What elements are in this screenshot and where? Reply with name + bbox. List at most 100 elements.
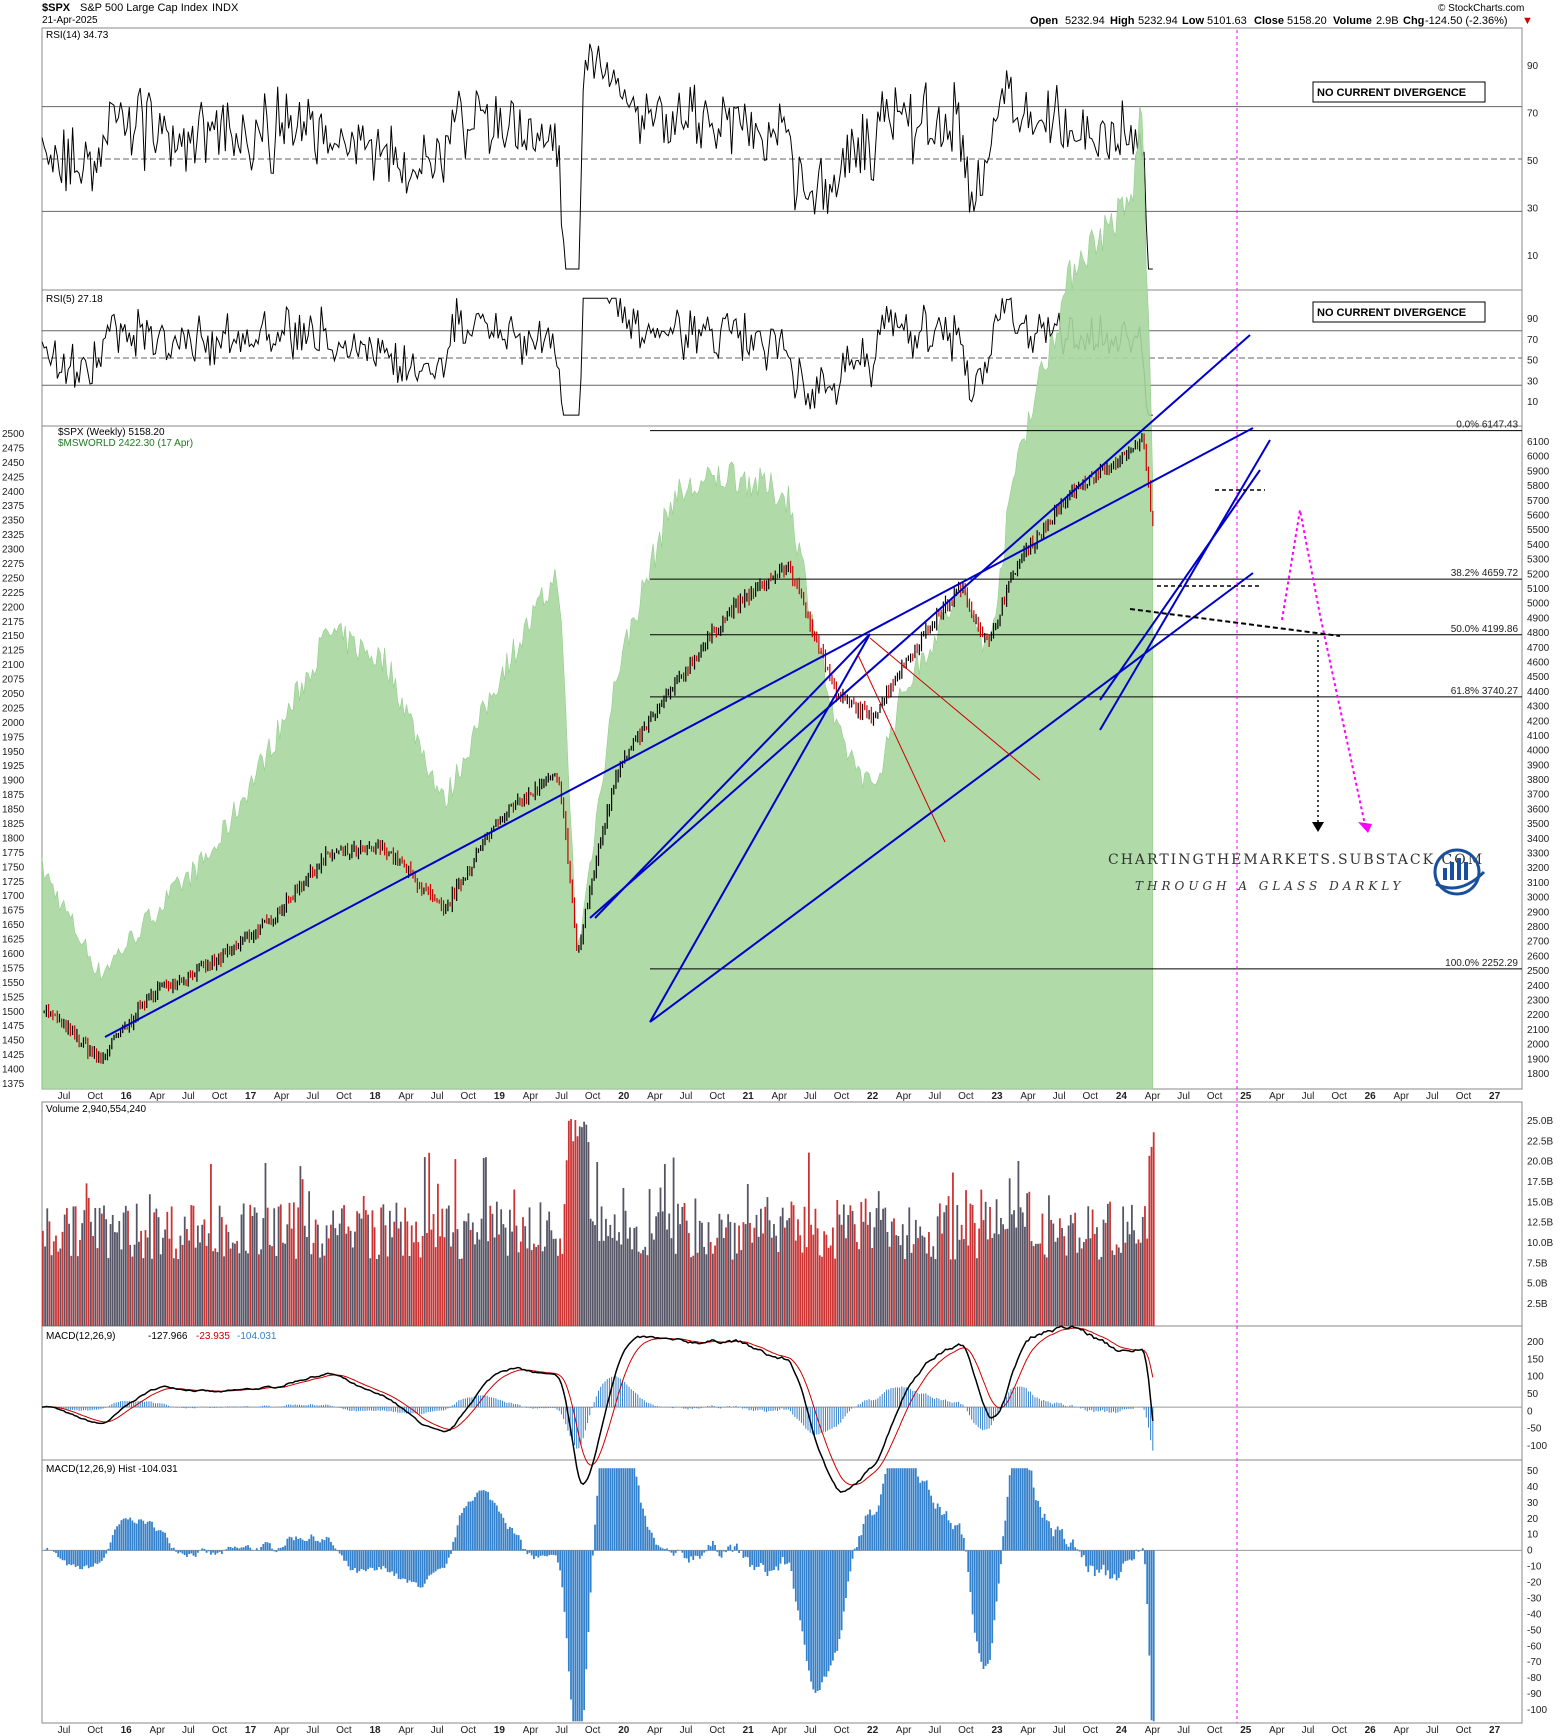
price-left-tick: 2200: [2, 602, 25, 613]
hist-bar: [581, 1550, 583, 1722]
hist-bar: [674, 1550, 677, 1553]
volume-bar: [393, 1221, 396, 1326]
volume-bar: [914, 1219, 917, 1326]
volume-bar: [264, 1163, 267, 1326]
x-axis-bottom-tick: Oct: [958, 1725, 974, 1736]
hist-bar: [404, 1550, 407, 1580]
volume-bar: [334, 1228, 337, 1326]
price-left-tick: 1625: [2, 935, 25, 946]
hist-bar: [912, 1468, 915, 1551]
volume-bar: [661, 1211, 664, 1326]
hist-bar: [495, 1505, 498, 1551]
hist-bar: [762, 1550, 764, 1565]
volume-bar: [842, 1204, 845, 1326]
volume-bar: [323, 1255, 326, 1326]
volume-bar: [1065, 1255, 1068, 1326]
volume-bar: [908, 1207, 911, 1326]
volume-bar: [716, 1237, 719, 1326]
volume-bar: [565, 1160, 568, 1326]
trendline-2: [589, 334, 1251, 919]
x-axis-top-tick: Jul: [804, 1091, 817, 1102]
price-left-tick: 1825: [2, 819, 25, 830]
price-left-tick: 1725: [2, 877, 25, 888]
volume-bar: [862, 1221, 865, 1326]
rsi14-tick: 50: [1527, 156, 1539, 167]
price-left-tick: 1875: [2, 790, 25, 801]
price-left-tick: 1950: [2, 747, 25, 758]
volume-bar: [66, 1208, 68, 1326]
hist-bar: [255, 1548, 258, 1551]
volume-bar: [107, 1258, 110, 1326]
symbol[interactable]: $SPX: [42, 2, 71, 14]
volume-bar: [131, 1256, 134, 1326]
price-right-tick: 4600: [1527, 657, 1550, 668]
price-right-tick: 3500: [1527, 819, 1550, 830]
hist-bar: [76, 1550, 79, 1567]
hist-bar: [989, 1550, 991, 1660]
fib-label-4: 100.0% 2252.29: [1445, 958, 1518, 969]
hist-bar: [223, 1549, 225, 1551]
hist-bar: [567, 1550, 570, 1672]
hist-bar: [509, 1526, 511, 1551]
volume-bar: [591, 1221, 594, 1326]
hist-bar: [364, 1550, 367, 1572]
hist-bar: [345, 1550, 348, 1561]
hist-bar: [583, 1550, 586, 1711]
hist-tick: 30: [1527, 1498, 1539, 1509]
hist-bar: [303, 1540, 306, 1551]
hist-bar: [1069, 1542, 1072, 1551]
hist-bar: [299, 1537, 302, 1551]
hist-bar: [971, 1550, 974, 1615]
hist-bar: [94, 1550, 97, 1564]
volume-bar: [166, 1211, 169, 1326]
volume-bar: [698, 1220, 701, 1326]
hist-bar: [1052, 1536, 1055, 1551]
hist-bar: [44, 1549, 46, 1551]
volume-bar: [284, 1243, 287, 1326]
volume-bar: [836, 1199, 839, 1326]
volume-bar: [417, 1242, 420, 1326]
volume-bar: [764, 1206, 767, 1326]
hist-bar: [212, 1550, 215, 1553]
hist-bar: [720, 1550, 723, 1558]
price-right-tick: 6000: [1527, 452, 1550, 463]
price-right-tick: 5300: [1527, 555, 1550, 566]
volume-bar: [609, 1224, 612, 1326]
hist-bar: [159, 1530, 162, 1551]
volume-bar: [212, 1251, 215, 1326]
hist-bar: [445, 1550, 448, 1564]
volume-bar: [1074, 1212, 1077, 1326]
x-axis-top-tick: Jul: [306, 1091, 319, 1102]
trendline-6: [1099, 439, 1271, 731]
hist-bar: [1144, 1550, 1146, 1565]
hist-bar: [1093, 1550, 1096, 1577]
volume-bar: [986, 1239, 989, 1326]
x-axis-top-tick: 23: [991, 1091, 1003, 1102]
volume-bar: [231, 1242, 234, 1326]
brand[interactable]: © StockCharts.com: [1438, 3, 1524, 14]
volume-bar: [177, 1259, 180, 1326]
hist-bar: [491, 1500, 494, 1551]
volume-bar: [1015, 1227, 1018, 1326]
volume-bar: [135, 1203, 138, 1326]
dashed-support: [1129, 608, 1341, 637]
volume-bar: [794, 1240, 797, 1326]
price-right-tick: 3100: [1527, 878, 1550, 889]
hist-bar: [557, 1550, 559, 1563]
volume-bar: [982, 1220, 985, 1326]
volume-bar: [194, 1247, 197, 1326]
volume-bar: [1148, 1155, 1151, 1326]
volume-bar: [768, 1220, 771, 1326]
volume-bar: [631, 1249, 634, 1326]
volume-bar: [406, 1221, 409, 1326]
x-axis-bottom-tick: 22: [867, 1725, 879, 1736]
volume-bar: [941, 1233, 943, 1326]
panel-labels: RSI(14) 34.73 NO CURRENT DIVERGENCE RSI(…: [46, 30, 1486, 1475]
volume-bar: [574, 1120, 577, 1326]
volume-bar: [1152, 1132, 1155, 1326]
rsi14-note-box: [1312, 81, 1486, 103]
hist-bar: [805, 1550, 808, 1661]
volume-bar: [92, 1235, 94, 1326]
volume-bar: [648, 1189, 651, 1326]
price-left-tick: 1425: [2, 1050, 25, 1061]
